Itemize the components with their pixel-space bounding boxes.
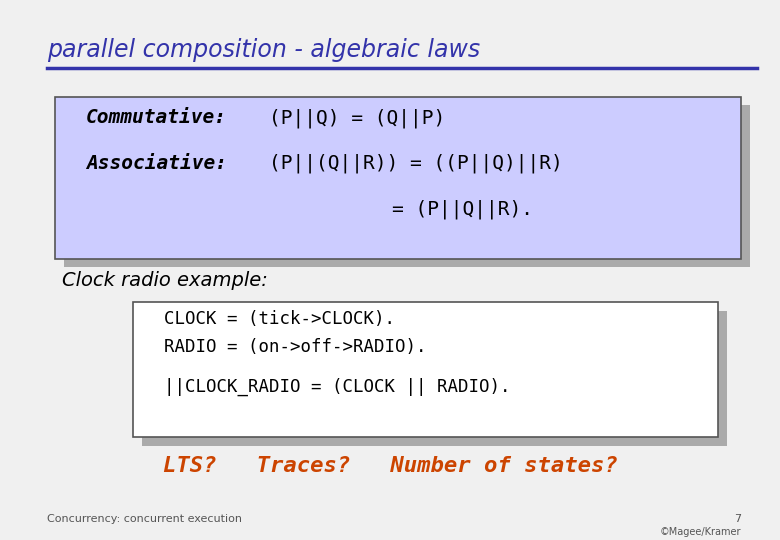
Text: 7: 7 [734, 514, 741, 524]
Text: (P||(Q||R)) = ((P||Q)||R): (P||(Q||R)) = ((P||Q)||R) [269, 154, 563, 173]
FancyBboxPatch shape [55, 97, 741, 259]
Text: Associative:: Associative: [86, 154, 227, 173]
Text: RADIO = (on->off->RADIO).: RADIO = (on->off->RADIO). [164, 338, 427, 355]
Text: Concurrency: concurrent execution: Concurrency: concurrent execution [47, 514, 242, 524]
Text: CLOCK = (tick->CLOCK).: CLOCK = (tick->CLOCK). [164, 310, 395, 328]
Text: Clock radio example:: Clock radio example: [62, 271, 268, 290]
Text: Commutative:: Commutative: [86, 108, 227, 127]
Text: parallel composition - algebraic laws: parallel composition - algebraic laws [47, 38, 480, 62]
Text: = (P||Q||R).: = (P||Q||R). [392, 200, 533, 219]
FancyBboxPatch shape [142, 310, 727, 446]
Text: ||CLOCK_RADIO = (CLOCK || RADIO).: ||CLOCK_RADIO = (CLOCK || RADIO). [164, 378, 510, 396]
Text: (P||Q) = (Q||P): (P||Q) = (Q||P) [269, 108, 445, 127]
FancyBboxPatch shape [64, 105, 750, 267]
Text: ©Magee/Kramer: ©Magee/Kramer [660, 527, 741, 537]
FancyBboxPatch shape [133, 302, 718, 437]
Text: LTS?   Traces?   Number of states?: LTS? Traces? Number of states? [162, 456, 618, 476]
